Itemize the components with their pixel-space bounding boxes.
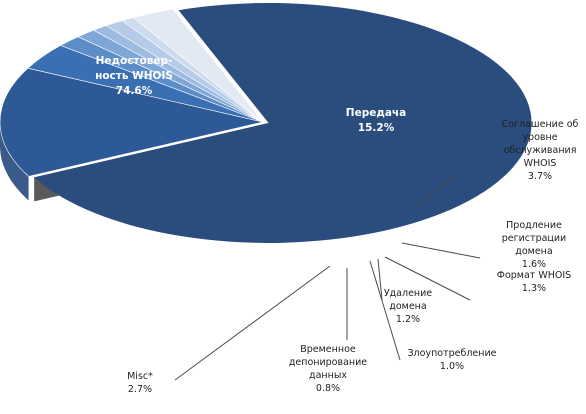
slice-label-5-line-1: 1.0% <box>440 361 464 372</box>
slice-label-0-line-0: Недостовер- <box>96 55 173 67</box>
slice-label-2-line-3: WHOIS <box>524 158 557 169</box>
slice-label-3-line-1: регистрации <box>502 233 566 244</box>
slice-label-7-line-1: депонирование <box>289 357 367 368</box>
slice-label-8-line-0: Misc* <box>127 371 153 382</box>
slice-label-0-line-2: 74.6% <box>116 85 153 97</box>
slice-label-4-line-0: Формат WHOIS <box>497 270 571 281</box>
slice-1 <box>0 67 264 177</box>
slice-label-2-line-2: обслуживания <box>504 145 577 156</box>
slice-labels: Недостовер-ность WHOIS 74.6% Передача 15.2%… <box>95 55 578 395</box>
slice-8 <box>132 8 264 123</box>
pie-slices <box>0 2 532 243</box>
slice-label-6-line-1: домена <box>389 301 426 312</box>
slice-label-5-line-0: Злоупотребление <box>407 348 496 359</box>
slice-label-1-line-1: 15.2% <box>358 122 395 134</box>
slice-label-3-line-2: домена <box>515 246 552 257</box>
slice-0 <box>34 2 532 243</box>
slice-label-3-line-0: Продление <box>506 220 562 231</box>
leader-line-5 <box>369 260 401 361</box>
leader-line-4 <box>384 256 471 301</box>
slice-label-7-line-3: 0.8% <box>316 383 340 394</box>
leader-line-3 <box>401 242 481 259</box>
slice-label-2-line-0: Соглашение об <box>502 119 579 130</box>
slice-label-6-line-2: 1.2% <box>396 314 420 325</box>
slice-label-4-line-1: 1.3% <box>522 283 546 294</box>
slice-label-3-line-3: 1.6% <box>522 259 546 270</box>
slice-side-1 <box>0 119 29 201</box>
slice-label-8-line-1: 2.7% <box>128 384 152 395</box>
leader-line-6 <box>377 258 383 301</box>
leader-line-8 <box>174 265 331 381</box>
slice-label-0-line-1: ность WHOIS <box>95 70 173 82</box>
slice-label-2-line-4: 3.7% <box>528 171 552 182</box>
slice-label-7-line-0: Временное <box>300 344 356 355</box>
slice-label-6-line-0: Удаление <box>384 288 432 299</box>
slice-label-1-line-0: Передача <box>346 107 406 119</box>
leader-line-2 <box>417 174 456 206</box>
slice-label-7-line-2: данных <box>309 370 347 381</box>
slice-label-2-line-1: уровне <box>522 132 557 143</box>
leader-lines <box>174 174 481 381</box>
